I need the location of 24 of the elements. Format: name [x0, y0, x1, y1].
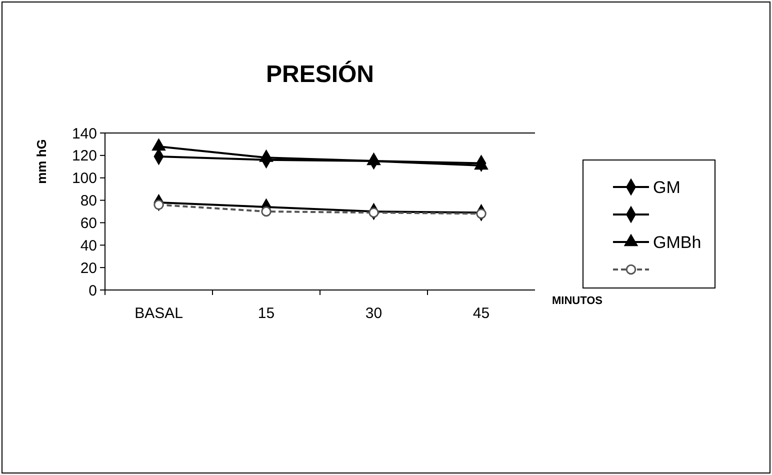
y-tick-label: 60	[80, 214, 97, 232]
point	[260, 150, 273, 162]
x-tick-label: BASAL	[134, 305, 183, 322]
x-tick-label: 15	[258, 305, 275, 322]
point	[261, 206, 272, 217]
point	[367, 153, 380, 166]
y-tick-label: 80	[80, 192, 97, 210]
y-tick-label: 120	[72, 148, 97, 165]
legend-label: GMBh	[653, 232, 702, 252]
x-tick-label: 45	[472, 305, 490, 322]
point	[476, 208, 486, 219]
x-axis-title: MINUTOS	[552, 295, 603, 307]
y-tick-label: 20	[80, 260, 97, 277]
x-tick-label: 30	[365, 305, 382, 322]
y-tick-label: 140	[72, 125, 97, 142]
point	[154, 200, 164, 210]
point	[368, 208, 379, 218]
y-tick-label: 100	[72, 170, 97, 188]
point	[152, 138, 166, 151]
legend-label: GM	[653, 178, 680, 197]
chart-title: PRESIÓN	[266, 60, 374, 88]
y-axis-title: mm hG	[34, 139, 49, 184]
y-tick-label: 0	[88, 282, 97, 300]
y-tick-label: 40	[80, 237, 97, 254]
